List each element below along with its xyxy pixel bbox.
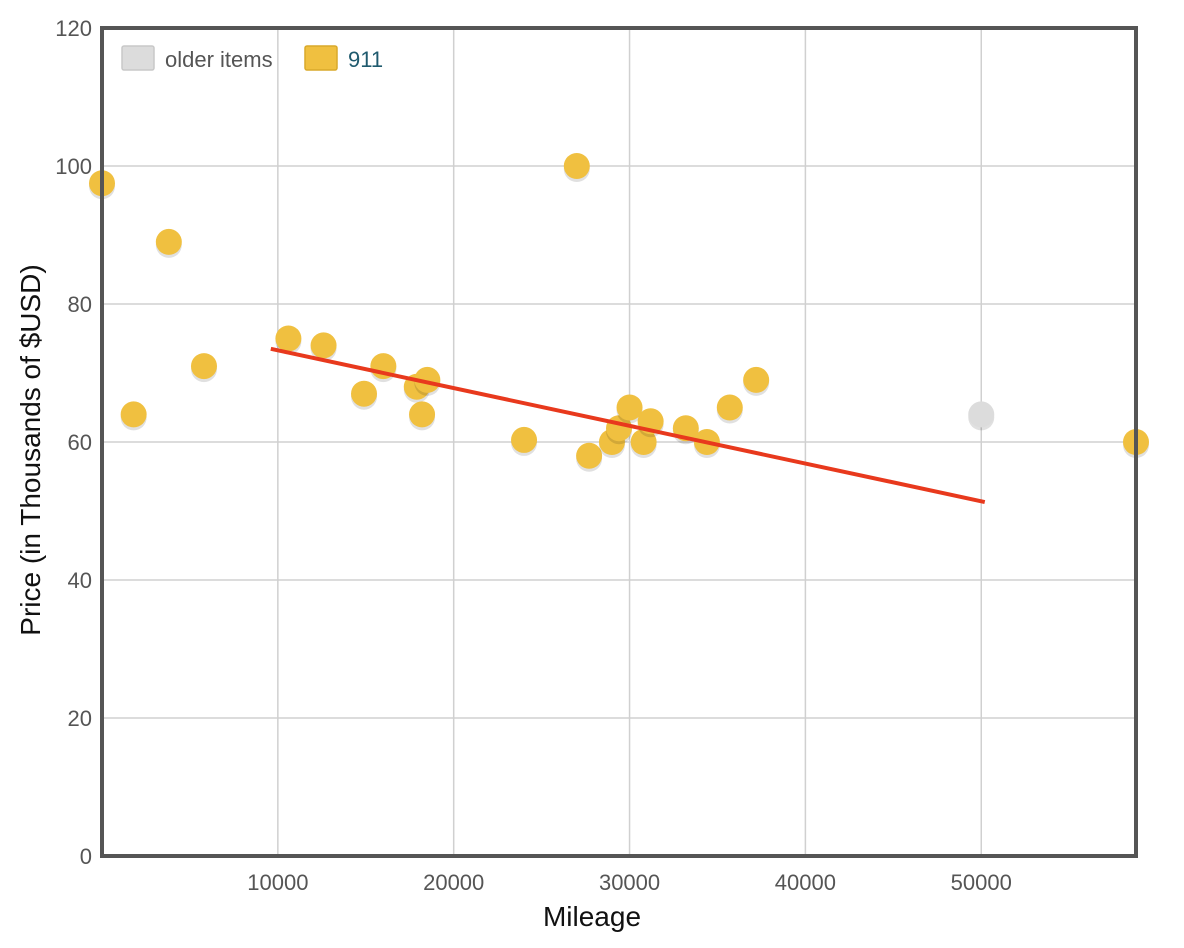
- y-tick-label: 120: [55, 16, 92, 41]
- y-axis-title: Price (in Thousands of $USD): [15, 264, 46, 635]
- x-tick-label: 50000: [951, 870, 1012, 895]
- plot-frame: [100, 26, 1138, 858]
- older-item-point[interactable]: [968, 401, 995, 428]
- series-911-point[interactable]: [630, 429, 657, 455]
- legend-label[interactable]: older items: [165, 47, 273, 72]
- y-axis-ticks: 0 20 40 60 80 100 120: [55, 16, 92, 869]
- grid-lines: [102, 28, 1136, 856]
- y-tick-label: 0: [80, 844, 92, 869]
- x-tick-label: 30000: [599, 870, 660, 895]
- legend-swatch[interactable]: [304, 45, 338, 71]
- series-911-point[interactable]: [351, 380, 378, 407]
- series-911-point[interactable]: [190, 353, 217, 380]
- series-911-point[interactable]: [743, 366, 770, 393]
- series-911-point[interactable]: [511, 426, 538, 453]
- x-axis-title: Mileage: [543, 901, 641, 932]
- series-911-point[interactable]: [275, 325, 302, 352]
- series-911-point[interactable]: [120, 401, 147, 428]
- y-tick-label: 20: [68, 706, 92, 731]
- legend-swatch[interactable]: [121, 45, 155, 71]
- y-tick-label: 60: [68, 430, 92, 455]
- series-911-point[interactable]: [716, 394, 743, 421]
- legend-label[interactable]: 911: [348, 47, 383, 72]
- series-911-point[interactable]: [616, 394, 643, 421]
- trendline: [270, 346, 986, 504]
- x-axis-ticks: 10000 20000 30000 40000 50000: [247, 870, 1012, 895]
- series-911-point[interactable]: [414, 366, 441, 393]
- series-911-point[interactable]: [576, 442, 603, 469]
- series-911-point[interactable]: [409, 401, 436, 428]
- y-tick-label: 80: [68, 292, 92, 317]
- legend: older items 911: [121, 45, 383, 72]
- series-911-point[interactable]: [155, 228, 182, 255]
- series-911-point[interactable]: [310, 332, 337, 359]
- x-tick-label: 20000: [423, 870, 484, 895]
- x-tick-label: 40000: [775, 870, 836, 895]
- trendline-group: [270, 346, 986, 504]
- y-tick-label: 100: [55, 154, 92, 179]
- y-tick-label: 40: [68, 568, 92, 593]
- series-911-point[interactable]: [563, 153, 590, 179]
- x-tick-label: 10000: [247, 870, 308, 895]
